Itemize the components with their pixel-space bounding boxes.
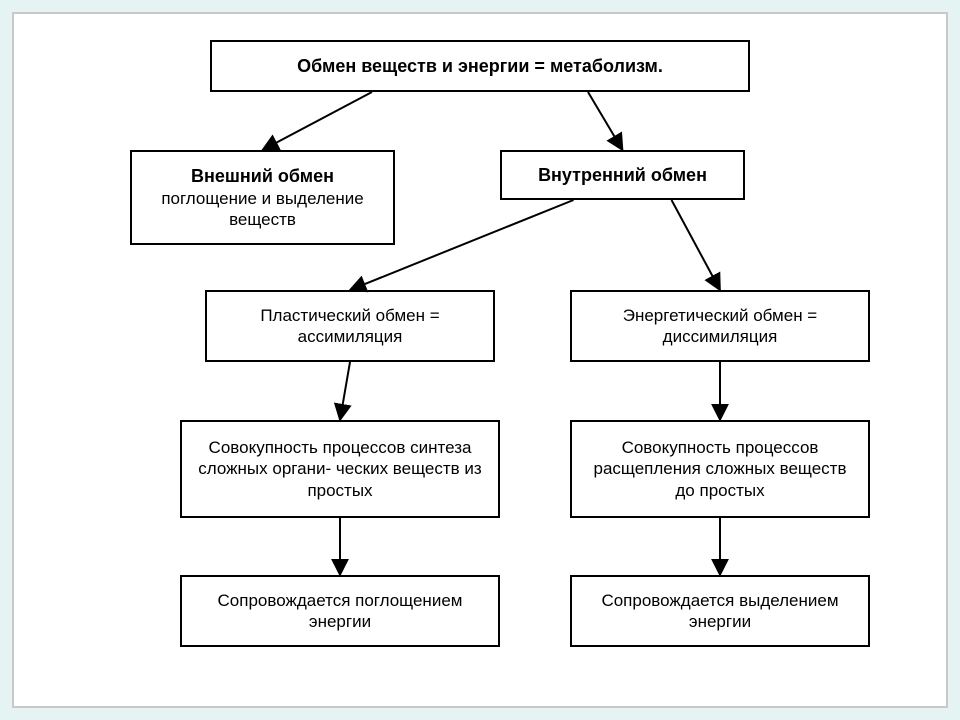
node-plastic-body: Пластический обмен = ассимиляция <box>217 305 483 348</box>
node-release-body: Сопровождается выделением энергии <box>582 590 858 633</box>
node-internal: Внутренний обмен <box>500 150 745 200</box>
node-energetic-body: Энергетический обмен = диссимиляция <box>582 305 858 348</box>
node-synth-body: Совокупность процессов синтеза сложных о… <box>192 437 488 501</box>
node-synth: Совокупность процессов синтеза сложных о… <box>180 420 500 518</box>
node-metabolism-title: Обмен веществ и энергии = метаболизм. <box>297 55 663 78</box>
node-plastic: Пластический обмен = ассимиляция <box>205 290 495 362</box>
node-energetic: Энергетический обмен = диссимиляция <box>570 290 870 362</box>
node-external-sub: поглощение и выделение веществ <box>142 188 383 231</box>
node-split-body: Совокупность процессов расщепления сложн… <box>582 437 858 501</box>
node-absorb-body: Сопровождается поглощением энергии <box>192 590 488 633</box>
page: Обмен веществ и энергии = метаболизм. Вн… <box>0 0 960 720</box>
node-external-title: Внешний обмен <box>142 165 383 188</box>
node-external: Внешний обмен поглощение и выделение вещ… <box>130 150 395 245</box>
node-absorb: Сопровождается поглощением энергии <box>180 575 500 647</box>
node-metabolism: Обмен веществ и энергии = метаболизм. <box>210 40 750 92</box>
node-split: Совокупность процессов расщепления сложн… <box>570 420 870 518</box>
node-internal-title: Внутренний обмен <box>538 164 707 187</box>
node-release: Сопровождается выделением энергии <box>570 575 870 647</box>
